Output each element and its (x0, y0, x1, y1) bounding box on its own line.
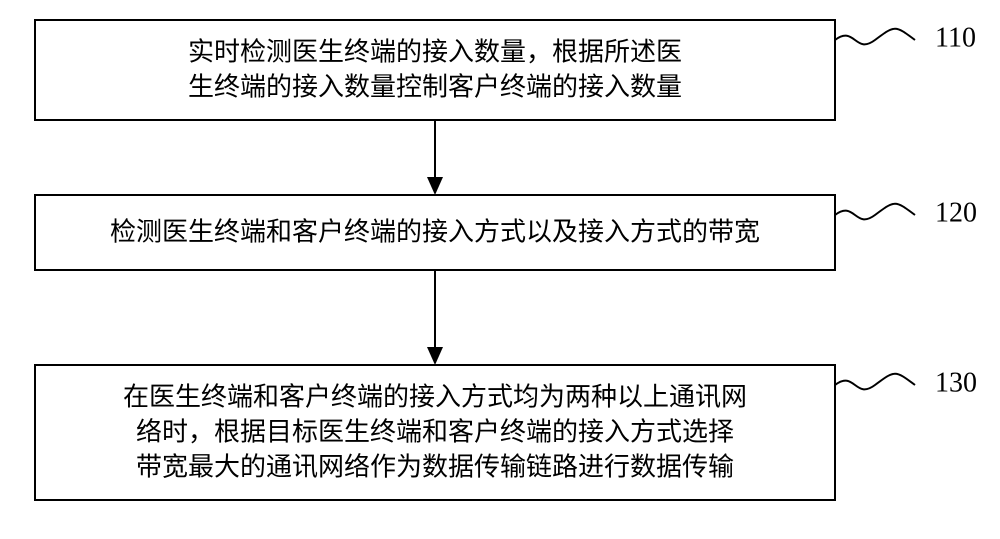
flow-step-n110 (35, 20, 835, 120)
flow-step-text: 在医生终端和客户终端的接入方式均为两种以上通讯网 (123, 382, 747, 411)
arrow-head-icon (427, 347, 443, 365)
leader-line (835, 204, 915, 220)
step-label: 130 (935, 367, 977, 398)
flow-step-text: 生终端的接入数量控制客户终端的接入数量 (188, 73, 682, 102)
step-label: 110 (935, 22, 976, 53)
arrow-head-icon (427, 177, 443, 195)
flow-step-text: 实时检测医生终端的接入数量，根据所述医 (188, 37, 682, 66)
leader-line (835, 374, 915, 390)
flow-step-text: 络时，根据目标医生终端和客户终端的接入方式选择 (136, 417, 734, 446)
flow-step-text: 检测医生终端和客户终端的接入方式以及接入方式的带宽 (110, 217, 760, 246)
leader-line (835, 29, 915, 45)
step-label: 120 (935, 197, 977, 228)
flow-step-text: 带宽最大的通讯网络作为数据传输链路进行数据传输 (136, 453, 734, 482)
